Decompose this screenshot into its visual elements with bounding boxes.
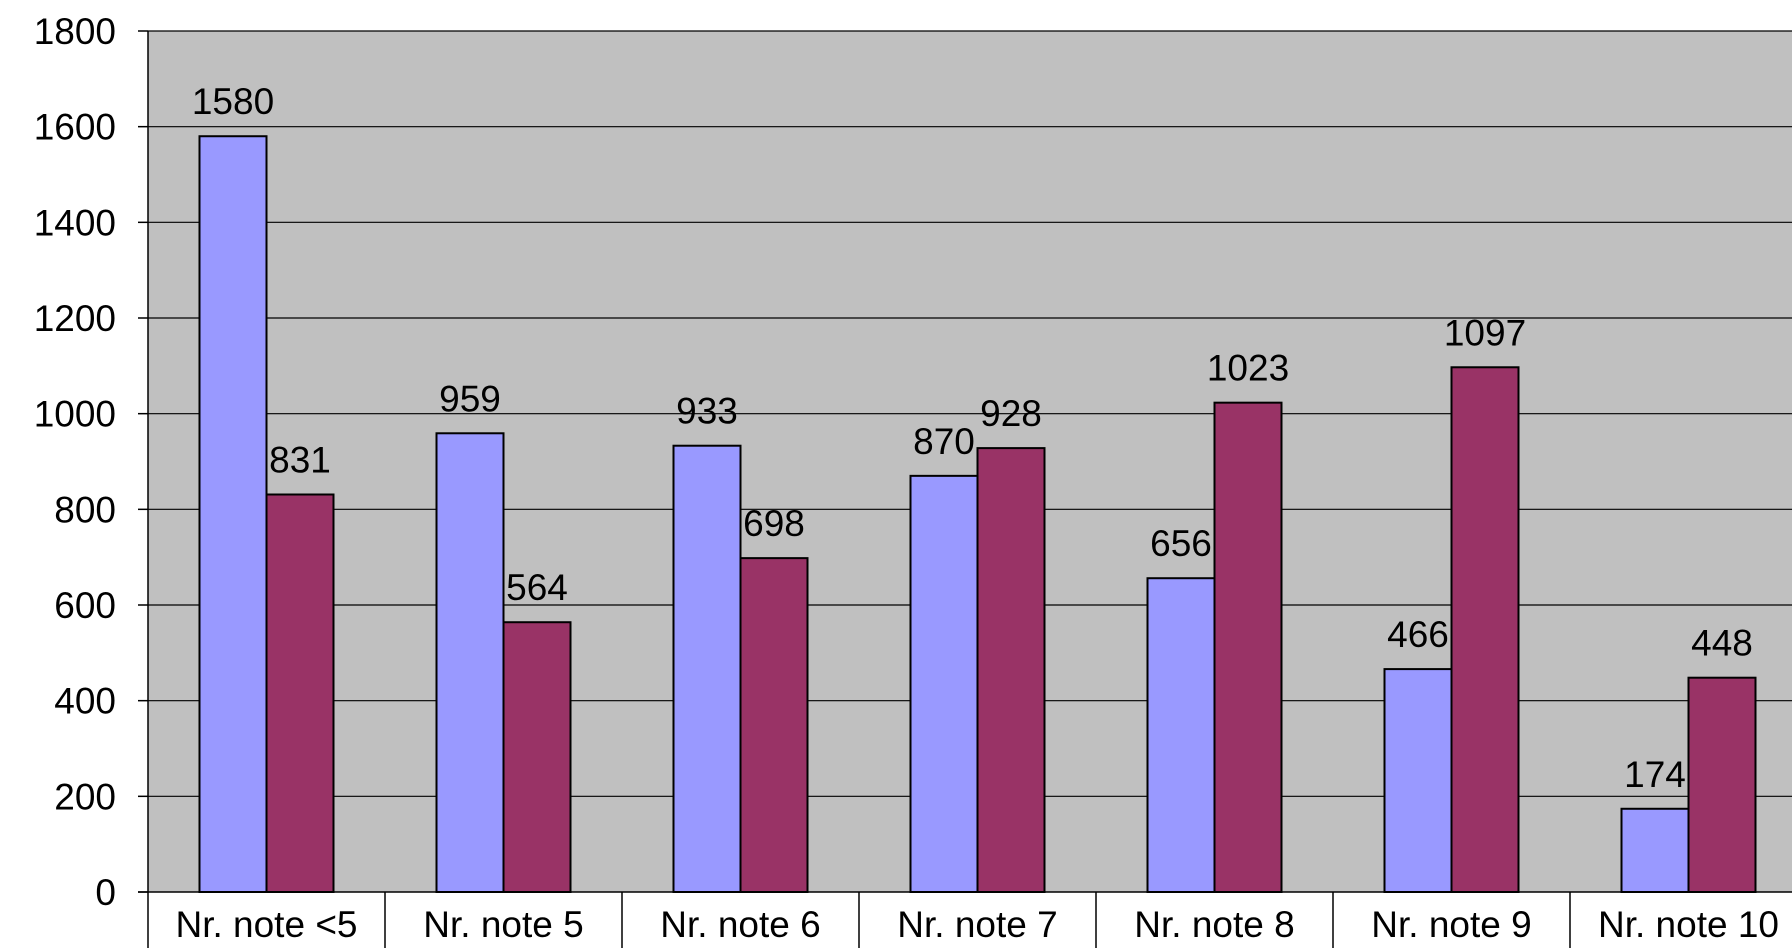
bar-series-2 [1687, 676, 1757, 893]
y-tick-label: 1800 [34, 11, 116, 52]
y-tick-label: 400 [54, 681, 116, 722]
data-label: 448 [1691, 623, 1753, 664]
bar-series-1 [1146, 577, 1216, 893]
data-label: 1097 [1444, 312, 1526, 353]
x-tick-label: Nr. note 9 [1371, 904, 1531, 945]
x-tick-label: Nr. note 7 [897, 904, 1057, 945]
data-label: 928 [980, 393, 1042, 434]
bar-series-1 [909, 474, 979, 893]
bar-series-2 [502, 621, 572, 893]
y-tick-label: 1000 [34, 394, 116, 435]
bar-series-2 [739, 557, 809, 894]
data-label: 656 [1150, 523, 1212, 564]
x-tick-label: Nr. note 8 [1134, 904, 1294, 945]
data-label: 564 [506, 567, 568, 608]
bar-series-1 [435, 432, 505, 893]
y-tick-label: 200 [54, 776, 116, 817]
bar-series-1 [1620, 807, 1690, 894]
x-tick-label: Nr. note 5 [423, 904, 583, 945]
data-label: 831 [269, 440, 331, 481]
bar-series-2 [1450, 366, 1520, 894]
y-tick-label: 0 [95, 872, 116, 913]
y-tick-label: 1600 [34, 107, 116, 148]
y-tick-label: 1400 [34, 202, 116, 243]
bar-series-2 [976, 447, 1046, 893]
x-tick-label: Nr. note 6 [660, 904, 820, 945]
data-label: 466 [1387, 614, 1449, 655]
bar-series-1 [672, 444, 742, 893]
x-tick-label: Nr. note 10 [1598, 904, 1779, 945]
data-label: 174 [1624, 754, 1686, 795]
y-tick-label: 1200 [34, 298, 116, 339]
data-label: 870 [913, 421, 975, 462]
bar-series-2 [265, 493, 335, 893]
y-tick-label: 600 [54, 585, 116, 626]
data-label: 1580 [192, 81, 274, 122]
y-tick-label: 800 [54, 489, 116, 530]
x-tick-label: Nr. note <5 [175, 904, 357, 945]
data-label: 1023 [1207, 348, 1289, 389]
bar-series-2 [1213, 401, 1283, 893]
bar-series-1 [198, 135, 268, 893]
bar-series-1 [1383, 668, 1453, 894]
data-label: 698 [743, 503, 805, 544]
data-label: 959 [439, 378, 501, 419]
data-label: 933 [676, 391, 738, 432]
